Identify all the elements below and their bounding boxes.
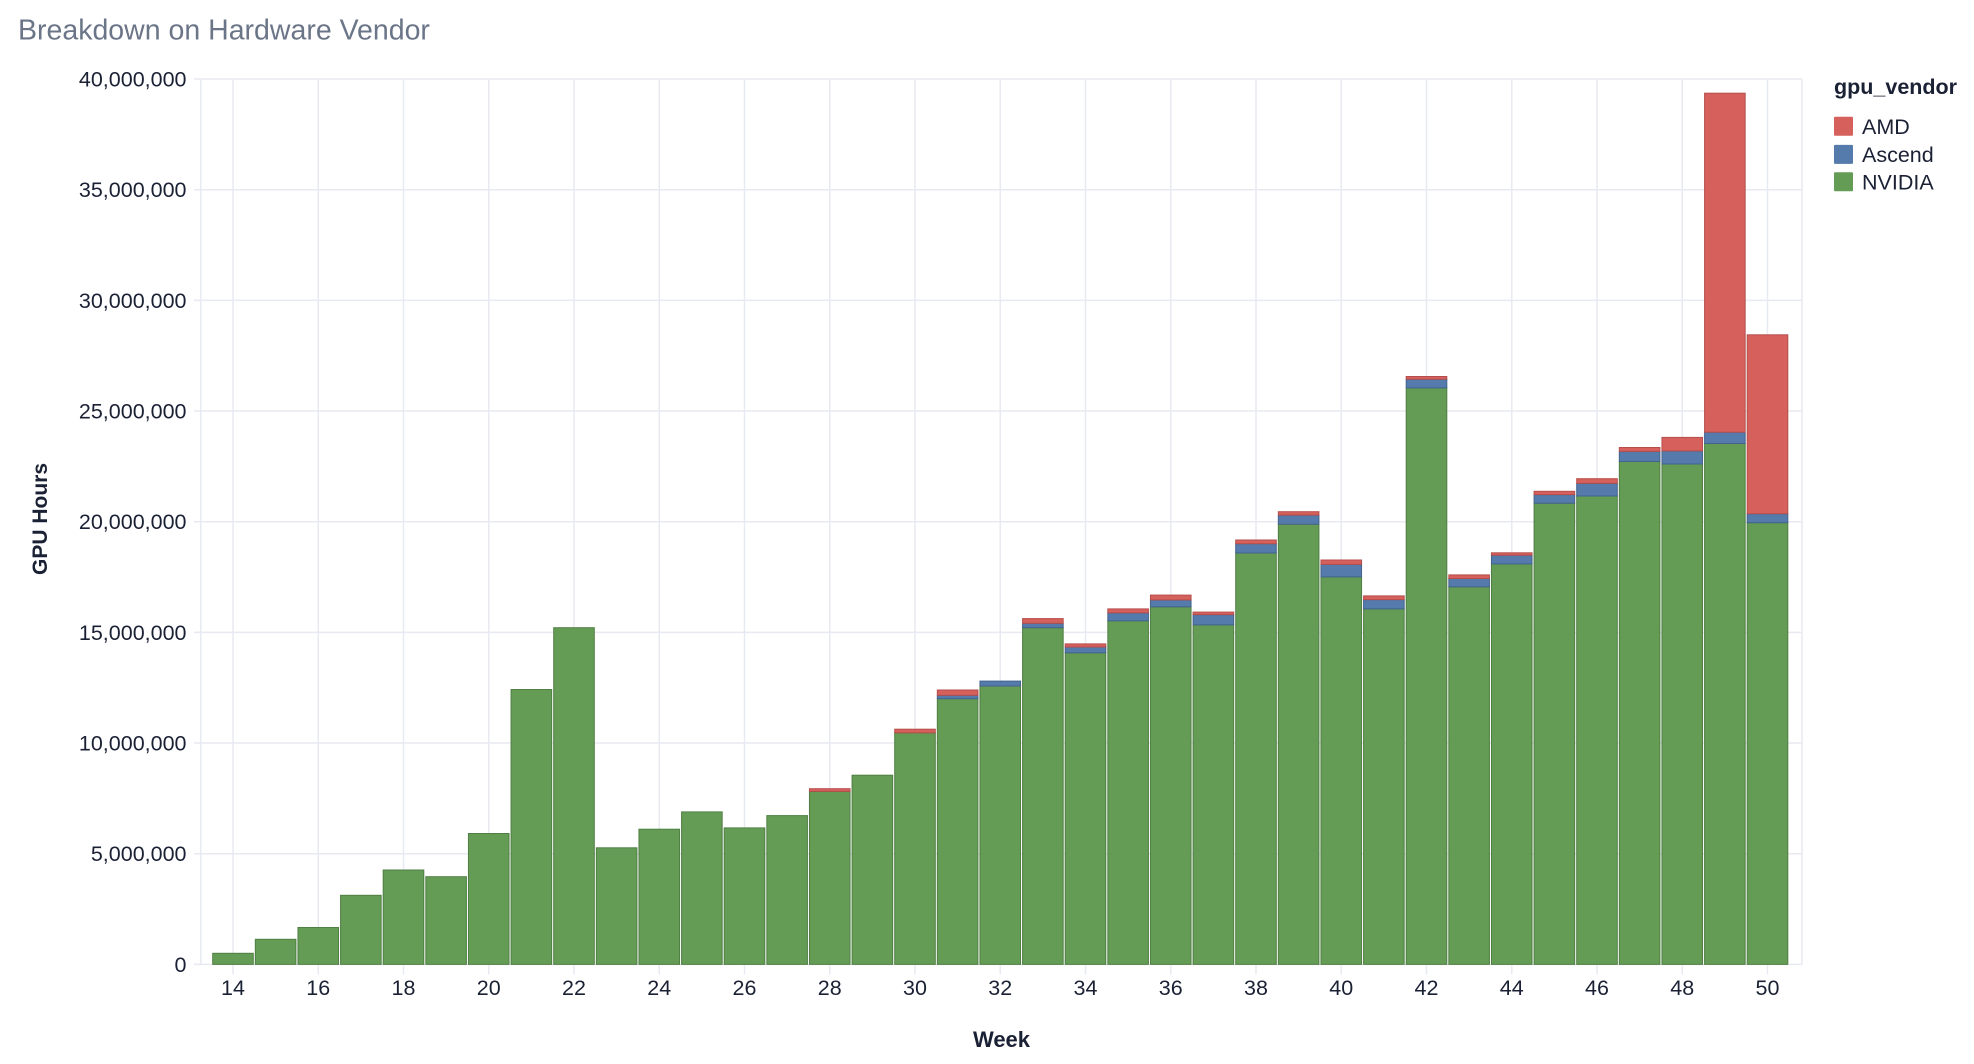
svg-text:40,000,000: 40,000,000: [79, 68, 187, 92]
svg-text:25,000,000: 25,000,000: [79, 400, 187, 424]
svg-text:24: 24: [647, 976, 671, 1000]
svg-text:44: 44: [1500, 976, 1524, 1000]
svg-text:36: 36: [1159, 976, 1183, 1000]
svg-text:GPU Hours: GPU Hours: [29, 463, 52, 575]
svg-text:42: 42: [1415, 976, 1439, 1000]
svg-text:40: 40: [1329, 976, 1353, 1000]
svg-text:26: 26: [733, 976, 757, 1000]
svg-text:NVIDIA: NVIDIA: [1862, 171, 1934, 195]
svg-text:48: 48: [1670, 976, 1694, 1000]
svg-text:34: 34: [1074, 976, 1098, 1000]
svg-text:Breakdown on Hardware Vendor: Breakdown on Hardware Vendor: [18, 15, 430, 47]
svg-text:28: 28: [818, 976, 842, 1000]
svg-text:30,000,000: 30,000,000: [79, 289, 187, 313]
svg-text:32: 32: [988, 976, 1012, 1000]
svg-text:30: 30: [903, 976, 927, 1000]
svg-text:50: 50: [1756, 976, 1780, 1000]
svg-text:15,000,000: 15,000,000: [79, 621, 187, 645]
svg-text:22: 22: [562, 976, 586, 1000]
svg-text:0: 0: [175, 953, 187, 977]
svg-text:14: 14: [221, 976, 245, 1000]
svg-text:20: 20: [477, 976, 501, 1000]
svg-text:5,000,000: 5,000,000: [91, 842, 187, 866]
svg-text:gpu_vendor: gpu_vendor: [1834, 75, 1958, 99]
svg-text:AMD: AMD: [1862, 115, 1910, 139]
svg-text:20,000,000: 20,000,000: [79, 510, 187, 534]
svg-text:Week: Week: [973, 1027, 1031, 1052]
svg-text:Ascend: Ascend: [1862, 143, 1934, 167]
svg-text:16: 16: [306, 976, 330, 1000]
svg-text:18: 18: [392, 976, 416, 1000]
svg-text:10,000,000: 10,000,000: [79, 732, 187, 756]
svg-text:35,000,000: 35,000,000: [79, 178, 187, 202]
svg-text:38: 38: [1244, 976, 1268, 1000]
svg-text:46: 46: [1585, 976, 1609, 1000]
